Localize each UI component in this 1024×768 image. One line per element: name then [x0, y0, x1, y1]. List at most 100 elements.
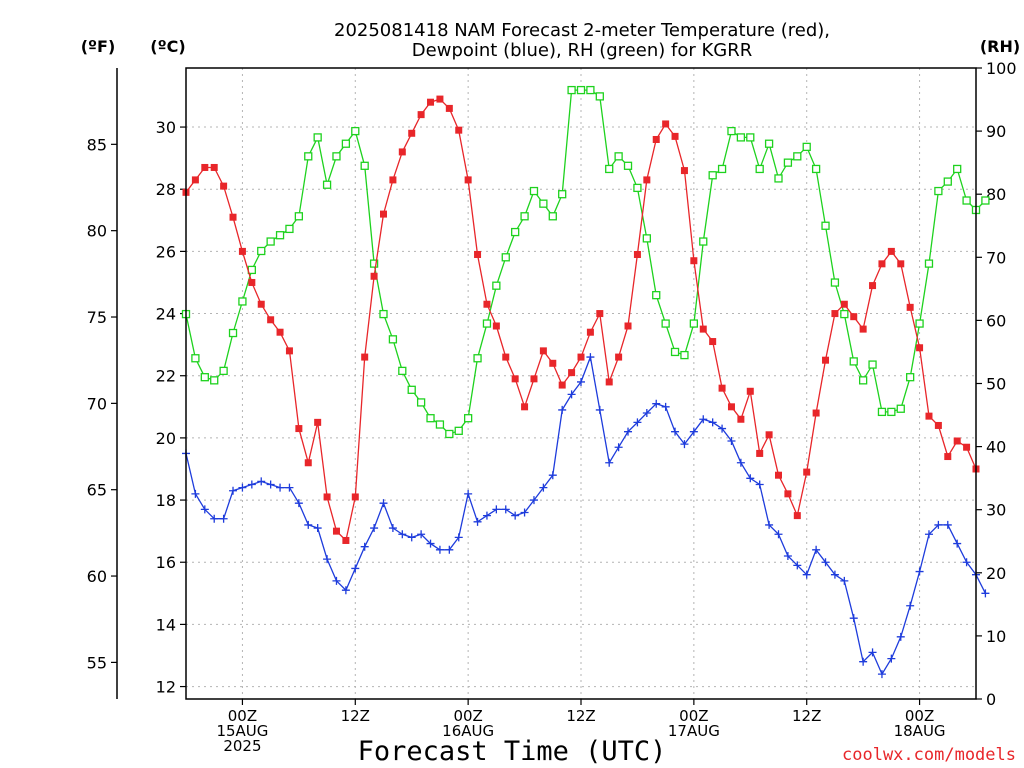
rh-point: [774, 174, 783, 183]
rh-point: [351, 126, 360, 136]
dewpoint-point: [435, 545, 444, 554]
rh-point: [294, 212, 304, 221]
dewpoint-point: [529, 496, 538, 505]
dewpoint-point: [689, 427, 698, 436]
rh-point: [558, 190, 567, 199]
temperature-point: [408, 129, 416, 137]
rh-tick-label: 30: [986, 501, 1006, 520]
temperature-point: [474, 251, 482, 259]
fahrenheit-tick-label: 80: [87, 222, 107, 241]
rh-point: [680, 350, 689, 360]
temperature-point: [351, 493, 359, 501]
temperature-point: [210, 163, 218, 171]
dewpoint-point: [614, 443, 623, 452]
rh-point: [953, 164, 962, 174]
dewpoint-point: [924, 530, 933, 539]
dewpoint-point: [802, 570, 811, 579]
rh-axis: 0 10 20 30 40 50 60 70 80 90 100: [976, 59, 1017, 709]
dewpoint-point: [341, 586, 350, 595]
temperature-point: [380, 210, 387, 218]
x-tick-label: 12Z: [341, 707, 370, 725]
rh-point: [228, 328, 238, 338]
dewpoint-point: [426, 539, 435, 548]
rh-point: [529, 186, 539, 196]
rh-point: [398, 366, 407, 376]
dewpoint-point: [304, 520, 313, 529]
dewpoint-point: [605, 458, 614, 467]
celsius-tick-label: 14: [156, 615, 176, 634]
dewpoint-series: [182, 353, 990, 679]
x-tick-label: 16AUG: [442, 722, 494, 740]
temperature-series: [182, 95, 980, 544]
temperature-point: [220, 182, 228, 190]
rh-point: [445, 429, 454, 439]
temperature-point: [605, 378, 613, 386]
dewpoint-point: [511, 511, 520, 520]
rh-point: [887, 407, 896, 417]
celsius-tick-label: 30: [156, 118, 176, 137]
dewpoint-point: [548, 471, 557, 480]
rh-point: [511, 227, 520, 237]
dewpoint-point: [896, 632, 905, 641]
rh-series: [181, 85, 990, 439]
dewpoint-point: [736, 458, 745, 467]
temperature-point: [445, 104, 453, 112]
dewpoint-point: [285, 483, 294, 492]
temperature-point: [953, 437, 961, 445]
temperature-point: [455, 126, 463, 134]
rh-tick-label: 90: [986, 122, 1006, 141]
rh-point: [266, 237, 275, 246]
dewpoint-point: [398, 530, 407, 539]
dewpoint-point: [407, 533, 416, 542]
rh-point: [849, 357, 858, 366]
rh-point: [520, 212, 529, 221]
temperature-point: [558, 381, 566, 389]
x-tick-label: 18AUG: [894, 722, 946, 740]
dewpoint-point: [661, 402, 670, 411]
temperature-point: [633, 251, 641, 259]
temperature-point: [586, 328, 594, 336]
rh-tick-label: 50: [986, 375, 1006, 394]
fahrenheit-axis: 55 60 65 70 75 80 85: [87, 68, 118, 699]
dewpoint-point: [520, 508, 529, 517]
temperature-point: [624, 322, 632, 330]
dewpoint-point: [774, 530, 783, 539]
rh-point: [755, 164, 764, 174]
rh-point: [332, 152, 341, 161]
dewpoint-point: [257, 477, 266, 486]
temperature-point: [229, 213, 237, 221]
x-axis-label: Forecast Time (UTC): [358, 736, 667, 767]
dewpoint-point: [567, 390, 576, 399]
temperature-point: [793, 512, 801, 520]
dewpoint-point: [577, 377, 585, 386]
temperature-point: [323, 493, 331, 501]
rh-point: [906, 373, 915, 382]
temperature-point: [483, 300, 491, 308]
x-tick-label: 15AUG: [216, 722, 268, 740]
temperature-point: [257, 300, 265, 308]
temperature-point: [737, 415, 745, 423]
temperature-point: [238, 247, 246, 255]
rh-point: [915, 319, 924, 328]
temperature-point: [267, 316, 275, 324]
rh-point: [407, 385, 416, 394]
rh-point: [670, 347, 680, 357]
dewpoint-point: [962, 558, 971, 567]
temperature-point: [765, 431, 773, 439]
rh-point: [322, 180, 332, 189]
temperature-point: [643, 176, 651, 184]
dewpoint-point: [755, 480, 764, 489]
dewpoint-point: [793, 561, 802, 570]
temperature-point: [191, 176, 199, 184]
dewpoint-point: [671, 427, 680, 436]
rh-point: [877, 407, 887, 417]
dewpoint-point: [868, 648, 877, 657]
dewpoint-point: [332, 576, 341, 585]
rh-point: [793, 152, 802, 161]
temperature-point: [699, 325, 707, 333]
temperature-point: [201, 163, 209, 171]
temperature-point: [295, 425, 303, 433]
temperature-point: [436, 95, 444, 103]
rh-point: [595, 92, 604, 101]
temperature-point: [276, 328, 284, 336]
